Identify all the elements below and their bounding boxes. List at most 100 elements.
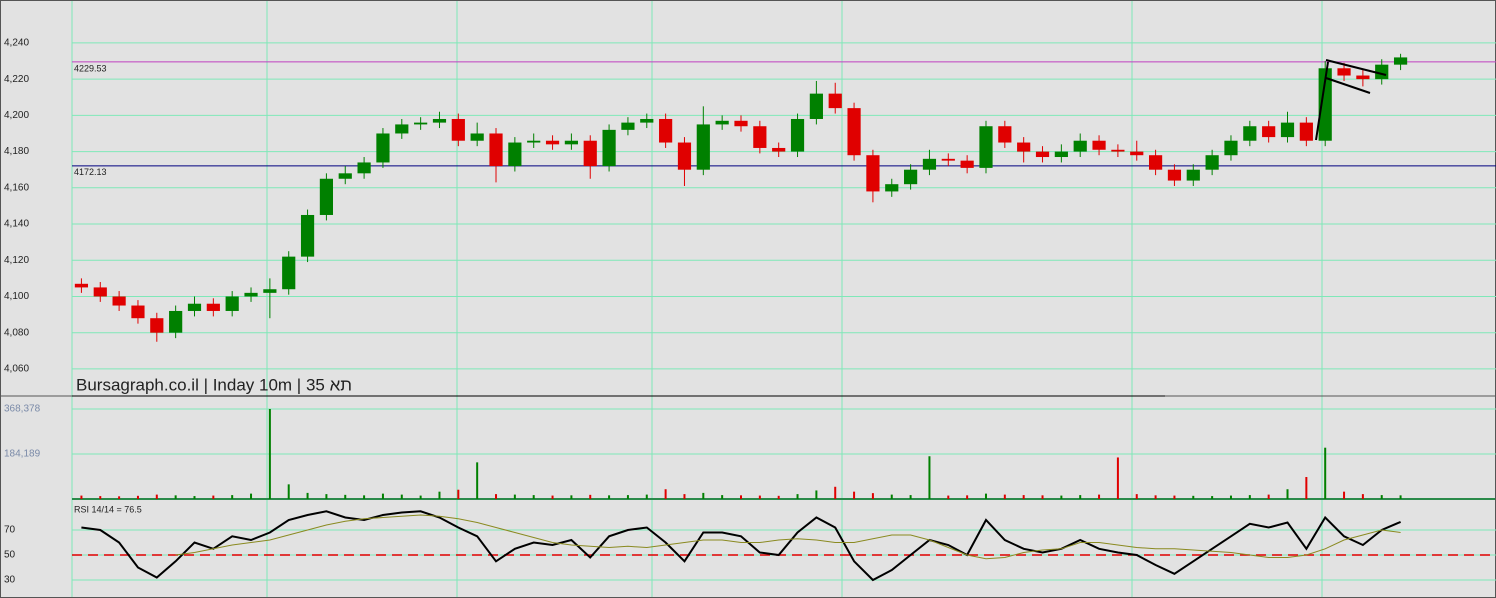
volume-bar bbox=[495, 494, 498, 499]
volume-bar bbox=[1380, 495, 1383, 499]
trend-line bbox=[1325, 59, 1387, 76]
volume-bar bbox=[212, 495, 215, 499]
candle-body bbox=[734, 120, 748, 127]
y-tick-label: 4,140 bbox=[4, 219, 29, 230]
volume-bar bbox=[1286, 489, 1289, 499]
candle-body bbox=[508, 142, 522, 167]
candle-body bbox=[998, 126, 1012, 143]
candle-body bbox=[621, 122, 635, 130]
candle-body bbox=[772, 147, 786, 152]
candle-body bbox=[225, 296, 239, 311]
volume-bar bbox=[99, 496, 102, 499]
volume-bar bbox=[476, 462, 479, 499]
chart-title: Bursagraph.co.il | Inday 10m | תא 35 bbox=[76, 375, 352, 394]
candle-body bbox=[206, 303, 220, 311]
volume-bar bbox=[80, 495, 83, 499]
candle-body bbox=[583, 140, 597, 167]
y-tick-label: 4,080 bbox=[4, 327, 29, 338]
volume-bar bbox=[155, 494, 158, 499]
trend-line bbox=[1315, 61, 1329, 141]
candle-body bbox=[866, 155, 880, 192]
candle-body bbox=[640, 118, 654, 123]
volume-bar bbox=[136, 495, 139, 499]
y-tick-label: 4,060 bbox=[4, 364, 29, 375]
volume-bar bbox=[683, 494, 686, 499]
y-tick-label: 4,180 bbox=[4, 146, 29, 157]
volume-bar bbox=[758, 495, 761, 499]
volume-bar bbox=[1192, 495, 1195, 499]
candle-body bbox=[1092, 140, 1106, 150]
candle-body bbox=[809, 93, 823, 119]
volume-bar bbox=[1135, 494, 1138, 499]
y-tick-label: 4,220 bbox=[4, 74, 29, 85]
candle-body bbox=[1205, 155, 1219, 170]
candle-body bbox=[753, 126, 767, 148]
rsi-line bbox=[175, 514, 1401, 560]
volume-bar bbox=[1003, 494, 1006, 499]
volume-bar bbox=[250, 493, 253, 499]
candle-body bbox=[1243, 126, 1257, 141]
candle-body bbox=[1167, 169, 1182, 181]
volume-bar bbox=[344, 494, 347, 499]
volume-bar bbox=[1041, 495, 1044, 499]
volume-bar bbox=[419, 495, 422, 499]
volume-bar bbox=[834, 486, 837, 499]
candle-body bbox=[602, 129, 616, 167]
y-tick-label: 70 bbox=[4, 525, 16, 536]
volume-bar bbox=[645, 494, 648, 499]
candle-body bbox=[1262, 126, 1276, 138]
candle-body bbox=[904, 169, 918, 185]
volume-bar bbox=[947, 495, 950, 499]
volume-bar bbox=[306, 492, 309, 499]
volume-bar bbox=[1229, 495, 1232, 499]
candle-body bbox=[112, 296, 126, 306]
y-tick-label: 4,200 bbox=[4, 110, 29, 121]
volume-bar bbox=[1324, 447, 1327, 499]
candle-body bbox=[1130, 151, 1144, 156]
candle-body bbox=[564, 140, 578, 145]
volume-bar bbox=[777, 495, 780, 499]
volume-bar bbox=[664, 489, 667, 499]
volume-bar bbox=[1173, 495, 1176, 499]
volume-bar bbox=[193, 496, 196, 499]
volume-bar bbox=[231, 495, 234, 499]
volume-bar bbox=[608, 495, 611, 499]
volume-bar bbox=[853, 491, 856, 499]
candle-body bbox=[1224, 140, 1238, 156]
volume-bar bbox=[268, 409, 271, 499]
candle-body bbox=[282, 256, 296, 290]
volume-bar bbox=[871, 493, 874, 499]
volume-bar bbox=[1060, 495, 1063, 499]
candle-body bbox=[187, 303, 202, 311]
rsi-line bbox=[81, 510, 1401, 582]
candle-body bbox=[885, 184, 899, 192]
volume-bar bbox=[1098, 494, 1101, 499]
volume-bar bbox=[1305, 477, 1308, 499]
y-tick-label: 4,100 bbox=[4, 291, 29, 302]
candle-body bbox=[941, 158, 955, 161]
trend-line bbox=[1325, 77, 1371, 94]
volume-bar bbox=[1361, 494, 1364, 499]
candle-body bbox=[338, 173, 352, 179]
volume-bar bbox=[570, 495, 573, 499]
candle-body bbox=[1299, 122, 1313, 141]
candle-body bbox=[300, 214, 315, 257]
candle-body bbox=[150, 318, 164, 333]
candle-body bbox=[1356, 75, 1370, 80]
volume-bar bbox=[381, 493, 384, 499]
volume-bar bbox=[1399, 495, 1402, 499]
plot: 4,060 4,080 4,100 4,120 4,140 4,160 4,180 4,200… bbox=[4, 38, 1496, 586]
volume-bar bbox=[909, 495, 912, 499]
candle-body bbox=[677, 142, 692, 170]
rsi-label: RSI 14/14 = 76.5 bbox=[74, 504, 142, 514]
candle-body bbox=[451, 118, 465, 141]
candle-body bbox=[414, 122, 428, 125]
candle-body bbox=[979, 126, 993, 168]
candle-body bbox=[131, 305, 145, 319]
candle-body bbox=[1186, 169, 1200, 181]
volume-bar bbox=[400, 494, 403, 499]
volume-bar bbox=[740, 495, 742, 499]
candle-body bbox=[244, 292, 258, 297]
